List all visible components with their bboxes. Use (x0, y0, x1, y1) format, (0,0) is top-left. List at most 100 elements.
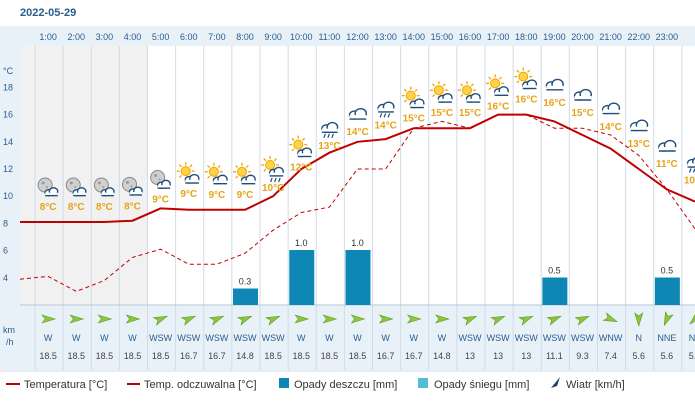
wind-direction-label: WSW (149, 333, 172, 343)
moon-crater (42, 182, 45, 185)
wind-direction-label: W (72, 333, 81, 343)
rain-bar (233, 289, 258, 306)
hour-label: 4:00 (124, 32, 142, 42)
wind-direction-label: WSW (487, 333, 510, 343)
temperature-label: 15°C (459, 108, 481, 119)
hour-label: 11:00 (318, 32, 340, 42)
rain-bar (346, 250, 371, 305)
hour-label: 12:00 (346, 32, 369, 42)
wind-speed-label: 18.5 (264, 351, 282, 361)
hour-label: 22:00 (627, 32, 650, 42)
wind-speed-label: 11.1 (546, 351, 563, 361)
wind-speed-label: 14.8 (236, 351, 254, 361)
temperature-label: 9°C (152, 195, 169, 206)
wind-direction-label: WSW (177, 333, 200, 343)
sun-disc (463, 86, 472, 95)
sun-disc (294, 140, 303, 149)
sun-disc (238, 167, 247, 176)
legend-rain-swatch (279, 378, 289, 388)
moon-crater (102, 186, 104, 188)
wind-speed-label: 18.5 (292, 351, 310, 361)
wind-speed-label: 16.7 (377, 351, 395, 361)
wind-unit-label: km (3, 325, 15, 335)
rain-value-label: 0.3 (239, 277, 252, 287)
hour-label: 14:00 (402, 32, 425, 42)
rain-value-label: 0.5 (661, 266, 674, 276)
temp-unit-label: °C (3, 66, 14, 76)
wind-unit-label: /h (6, 337, 14, 347)
rain-bar (655, 278, 680, 306)
temperature-label: 15°C (571, 108, 593, 119)
hour-label: 10:00 (290, 32, 313, 42)
hour-label: 15:00 (431, 32, 454, 42)
wind-speed-label: 5.6 (632, 351, 645, 361)
moon-crater (159, 179, 161, 181)
wind-direction-label: WSW (262, 333, 285, 343)
wind-direction-label: WSW (543, 333, 566, 343)
temperature-label: 13°C (318, 141, 340, 152)
hour-label: 23:00 (656, 32, 679, 42)
temperature-label: 16°C (487, 101, 509, 112)
temperature-label: 8°C (68, 202, 85, 213)
moon-crater (70, 182, 73, 185)
y-tick-label: 16 (3, 110, 13, 120)
wind-speed-label: 18.5 (39, 351, 57, 361)
hour-label: 19:00 (543, 32, 566, 42)
sun-disc (266, 161, 275, 170)
wind-speed-label: 14.8 (433, 351, 451, 361)
wind-direction-label: W (100, 333, 109, 343)
temperature-label: 10°C (684, 176, 695, 187)
hour-label: 3:00 (96, 32, 114, 42)
wind-speed-label: 13 (465, 351, 475, 361)
wind-direction-label: W (381, 333, 390, 343)
hour-label: 6:00 (180, 32, 198, 42)
legend-wind-label: Wiatr [km/h] (566, 379, 625, 391)
wind-direction-label: W (128, 333, 137, 343)
temperature-label: 16°C (543, 98, 565, 109)
rain-bar (289, 250, 314, 305)
temperature-label: 14°C (599, 122, 621, 133)
moon-crater (46, 186, 48, 188)
wind-speed-label: 13 (493, 351, 503, 361)
wind-speed-label: 18.5 (152, 351, 170, 361)
sun-disc (406, 91, 415, 100)
hour-label: 7:00 (208, 32, 226, 42)
hour-label: 16:00 (459, 32, 482, 42)
wind-speed-label: 7.4 (604, 351, 617, 361)
temperature-label: 15°C (403, 114, 425, 125)
moon-crater (126, 181, 129, 184)
wind-speed-label: 5.6 (661, 351, 674, 361)
wind-direction-label: WSW (459, 333, 482, 343)
temperature-label: 9°C (180, 189, 197, 200)
moon-crater (154, 174, 157, 177)
wind-direction-label: WSW (571, 333, 594, 343)
wind-direction-label: NNE (657, 333, 676, 343)
hour-label: 21:00 (599, 32, 622, 42)
temperature-label: 10°C (262, 183, 284, 194)
wind-direction-label: W (410, 333, 419, 343)
temperature-label: 9°C (208, 190, 225, 201)
wind-speed-label: 18.5 (96, 351, 114, 361)
temperature-label: 9°C (237, 190, 254, 201)
temperature-label: 13°C (628, 139, 650, 150)
hour-label: 2:00 (67, 32, 85, 42)
wind-direction-label: WSW (515, 333, 538, 343)
wind-speed-label: 5.6 (689, 351, 695, 361)
wind-direction-label: W (438, 333, 447, 343)
hour-label: 18:00 (515, 32, 538, 42)
wind-speed-label: 18.5 (349, 351, 367, 361)
sun-disc (519, 72, 528, 81)
moon-crater (98, 182, 101, 185)
sun-disc (434, 86, 443, 95)
wind-direction-label: N (636, 333, 643, 343)
rain-value-label: 0.5 (548, 266, 561, 276)
chart-date: 2022-05-29 (20, 7, 76, 19)
moon-crater (131, 185, 133, 187)
y-tick-label: 4 (3, 273, 8, 283)
rain-bar (542, 278, 567, 306)
y-tick-label: 12 (3, 164, 13, 174)
legend-snow-label: Opady śniegu [mm] (434, 379, 529, 391)
wind-direction-label: W (353, 333, 362, 343)
legend-wind-icon (551, 377, 560, 388)
